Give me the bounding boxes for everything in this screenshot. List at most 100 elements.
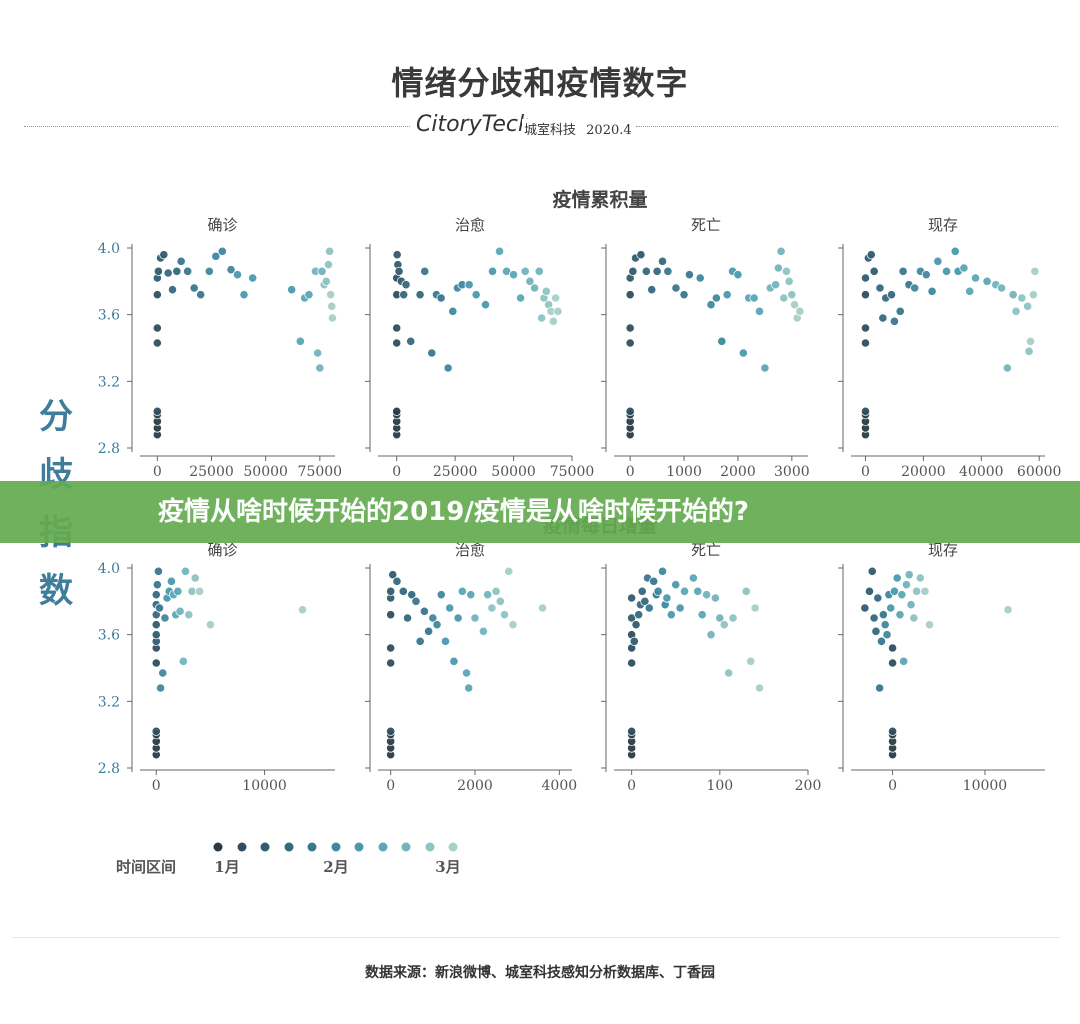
legend-title: 时间区间 <box>116 858 176 876</box>
data-point <box>860 323 871 333</box>
x-tick-label: 2000 <box>720 464 756 480</box>
data-point <box>386 643 396 653</box>
data-point <box>401 280 411 290</box>
data-point <box>480 300 491 310</box>
data-point <box>471 290 481 300</box>
data-point <box>897 590 907 600</box>
legend-label: 3月 <box>435 858 460 876</box>
data-point <box>324 246 335 256</box>
data-point <box>706 630 716 640</box>
panel-title: 确诊 <box>207 216 237 234</box>
data-point <box>167 285 178 295</box>
data-point <box>411 596 421 606</box>
data-point <box>548 316 558 326</box>
data-point <box>172 266 182 276</box>
x-tick-label: 50000 <box>491 464 536 480</box>
data-point <box>860 290 871 300</box>
legend-swatch <box>213 842 223 852</box>
legend-swatch <box>448 842 458 852</box>
data-point <box>1023 301 1033 311</box>
data-point <box>869 613 879 623</box>
data-point <box>151 658 161 668</box>
data-point <box>315 363 325 373</box>
data-point <box>906 600 916 610</box>
data-point <box>196 290 206 300</box>
x-tick-label: 1000 <box>666 464 702 480</box>
y-tick-label: 3.6 <box>98 628 120 644</box>
data-point <box>679 586 690 596</box>
data-point <box>398 586 408 596</box>
data-point <box>625 338 635 348</box>
data-point <box>464 280 474 290</box>
data-point <box>534 266 544 276</box>
data-point <box>898 266 908 276</box>
data-point <box>715 613 725 623</box>
legend-swatch <box>307 842 317 852</box>
overlay-banner[interactable]: 疫情从啥时候开始的2019/疫情是从啥时候开始的? <box>0 481 1080 543</box>
data-point <box>159 250 169 260</box>
data-point <box>625 290 635 300</box>
data-point <box>722 290 732 300</box>
data-point <box>537 603 548 613</box>
data-point <box>194 586 205 596</box>
data-point <box>787 290 797 300</box>
data-point <box>152 406 162 416</box>
data-point <box>875 283 885 293</box>
data-point <box>152 338 162 348</box>
data-point <box>449 656 459 666</box>
data-point <box>530 283 540 293</box>
x-tick-label: 40000 <box>959 464 1004 480</box>
x-tick-label: 0 <box>152 778 161 794</box>
data-point <box>180 566 191 576</box>
data-point <box>649 576 659 586</box>
data-point <box>970 273 981 283</box>
y-tick-label: 3.2 <box>98 374 120 390</box>
data-point <box>895 610 905 620</box>
data-point <box>321 276 331 286</box>
data-point <box>407 590 417 600</box>
data-point <box>628 266 638 276</box>
data-point <box>860 603 870 613</box>
data-point <box>860 338 871 348</box>
data-point <box>392 576 402 586</box>
data-point <box>941 266 952 276</box>
data-point <box>878 313 888 323</box>
data-point <box>508 620 518 630</box>
data-point <box>1025 336 1036 346</box>
data-point <box>733 270 743 280</box>
data-point <box>151 630 161 640</box>
data-point <box>1008 290 1018 300</box>
data-point <box>217 246 227 256</box>
data-point <box>440 636 451 646</box>
data-point <box>1002 363 1012 373</box>
legend-swatch <box>425 842 435 852</box>
data-point <box>910 283 920 293</box>
data-point <box>392 338 402 348</box>
y-tick-label: 2.8 <box>98 761 120 777</box>
data-point <box>327 301 337 311</box>
data-point <box>889 586 900 596</box>
data-point <box>160 613 170 623</box>
brand-subtitle: 城室科技 2020.4 <box>522 119 634 138</box>
data-source: 数据来源：新浪微博、城室科技感知分析数据库、丁香园 <box>365 965 715 981</box>
x-tick-label: 10000 <box>242 778 287 794</box>
data-point <box>386 586 396 596</box>
data-point <box>239 290 249 300</box>
data-point <box>749 293 759 303</box>
x-tick-label: 0 <box>626 464 635 480</box>
data-point <box>155 683 166 693</box>
x-tick-label: 0 <box>888 778 897 794</box>
data-point <box>982 276 992 286</box>
data-point <box>178 656 188 666</box>
data-point <box>386 658 396 668</box>
data-point <box>781 266 792 276</box>
data-point <box>151 726 161 736</box>
x-tick-label: 100 <box>706 778 733 794</box>
data-point <box>304 290 314 300</box>
data-point <box>662 593 672 603</box>
x-tick-label: 0 <box>386 778 395 794</box>
data-point <box>487 603 497 613</box>
data-point <box>287 285 297 295</box>
data-point <box>653 586 663 596</box>
data-point <box>706 300 716 310</box>
